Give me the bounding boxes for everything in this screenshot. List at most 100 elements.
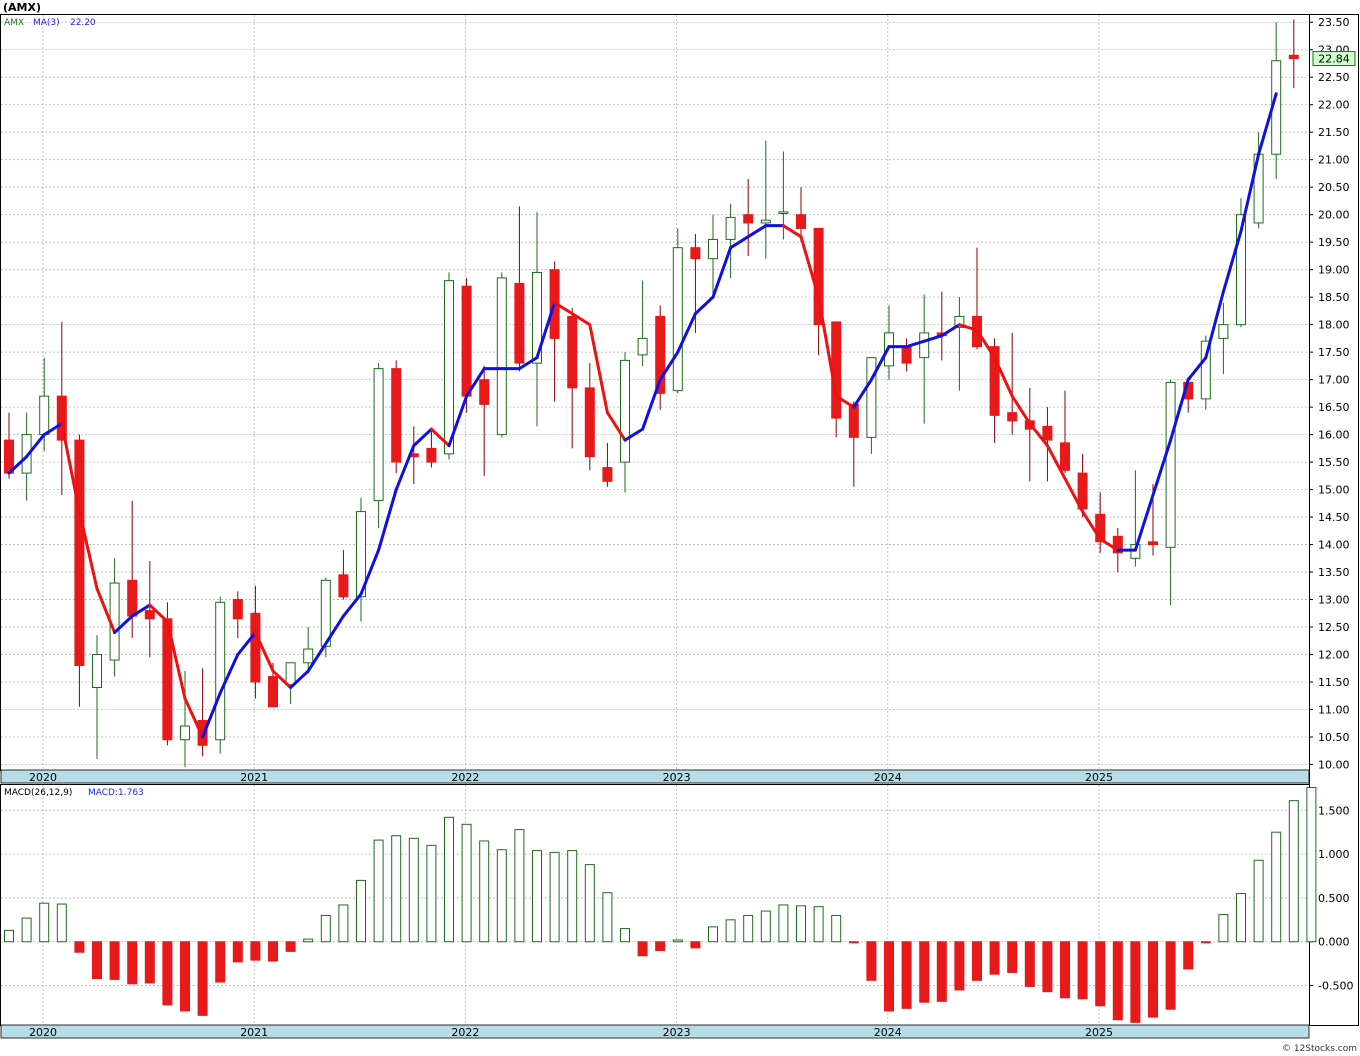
price-tick-label: 15.00 [1318, 484, 1350, 497]
ma3-line-segment [1204, 290, 1225, 360]
macd-bar [725, 919, 736, 943]
macd-bar [1236, 893, 1246, 943]
ma3-line-segment [289, 669, 310, 690]
macd-bar [320, 914, 331, 943]
macd-legend-value: MACD:1.763 [88, 788, 144, 798]
macd-bar [373, 839, 384, 943]
macd-year-label: 2021 [240, 1026, 268, 1039]
price-tick-label: 19.50 [1318, 236, 1350, 249]
price-tick-label: 11.50 [1318, 676, 1350, 689]
macd-bar [1288, 800, 1299, 943]
macd-tick-label: -0.500 [1318, 980, 1353, 993]
candle-body [602, 467, 613, 482]
ma3-line-segment [1010, 394, 1032, 426]
price-tick-label: 10.50 [1318, 731, 1350, 744]
candle-body [285, 662, 296, 686]
ma3-line-segment [113, 614, 134, 635]
macd-bar [901, 941, 912, 1009]
macd-bar [74, 941, 85, 953]
ma3-line-segment [148, 603, 169, 624]
ma3-line-segment [1098, 537, 1120, 552]
ma3-line-segment [359, 548, 381, 596]
macd-bar [884, 941, 894, 1012]
macd-bar [989, 941, 1000, 975]
price-tick-label: 14.00 [1318, 539, 1350, 552]
ma3-line-segment [1081, 510, 1102, 541]
macd-bar [848, 941, 859, 944]
price-year-label: 2021 [240, 771, 268, 784]
ma3-line-segment [1063, 477, 1085, 514]
ma3-line-segment [605, 411, 627, 442]
ma3-line-segment [852, 378, 873, 409]
macd-bar [1024, 941, 1035, 987]
ma3-line-segment [341, 592, 363, 618]
macd-bar [180, 941, 190, 1012]
ma3-line-segment [429, 427, 451, 448]
symbol-title: (AMX) [3, 1, 41, 14]
ma3-line-segment [957, 323, 979, 332]
candle-body [373, 368, 384, 502]
ma3-line-segment [658, 350, 680, 382]
ma3-line-segment [377, 488, 398, 552]
ma3-line-segment [517, 356, 539, 371]
macd-bar [1007, 941, 1018, 973]
macd-bar [514, 829, 525, 943]
candle-body [180, 725, 190, 741]
macd-bar [215, 941, 226, 983]
ma3-line-segment [394, 444, 416, 492]
macd-bar [426, 844, 437, 943]
candle-body [144, 610, 155, 620]
ma3-line-segment [535, 301, 557, 360]
price-tick-label: 13.50 [1318, 566, 1350, 579]
ma3-line-segment [1169, 378, 1190, 442]
candle-body [162, 618, 173, 741]
candle-body [250, 612, 261, 683]
price-tick-label: 20.50 [1318, 181, 1350, 194]
macd-year-label: 2022 [451, 1026, 479, 1039]
macd-bar [1218, 914, 1229, 943]
macd-bar [232, 941, 243, 963]
price-tick-label: 22.50 [1318, 71, 1350, 84]
candle-body [391, 368, 402, 463]
price-tick-label: 15.50 [1318, 456, 1350, 469]
candle-body [1200, 340, 1211, 400]
macd-bar [1130, 941, 1141, 1023]
ma3-line-segment [553, 301, 574, 316]
ma3-line-segment [25, 433, 46, 459]
price-tick-label: 16.00 [1318, 429, 1350, 442]
price-tick-label: 14.50 [1318, 511, 1350, 524]
macd-bar [21, 917, 32, 943]
macd-bar [197, 941, 208, 1016]
ma-legend-label: MA(3) [33, 18, 60, 28]
ma3-line-segment [130, 603, 152, 618]
macd-bar [778, 904, 789, 943]
candle-body [1165, 381, 1176, 548]
ma3-line-segment [324, 614, 345, 646]
candle-body [796, 214, 806, 229]
macd-bar [866, 941, 877, 981]
candle-body [21, 434, 32, 474]
candle-body [1148, 541, 1158, 546]
macd-bar [1253, 859, 1264, 943]
macd-bar [268, 941, 278, 962]
ma3-line-segment [77, 510, 99, 591]
candle-body [637, 337, 648, 356]
candle-body [74, 439, 85, 667]
current-price-badge [1312, 51, 1356, 67]
candle-body [426, 447, 437, 463]
candle-body [496, 277, 507, 436]
ma3-line-segment [799, 235, 821, 299]
macd-bar [356, 879, 366, 943]
macd-bar [408, 837, 419, 943]
current-price-label: 22.84 [1318, 53, 1350, 66]
ma3-line-segment [746, 224, 768, 239]
macd-bar [1112, 941, 1123, 1021]
ma3-line-segment [641, 378, 662, 431]
ma3-line-segment [412, 427, 433, 448]
ma3-line-segment [447, 394, 469, 448]
macd-bar [1271, 831, 1282, 943]
ma3-line-segment [42, 422, 64, 437]
macd-bar [1095, 941, 1106, 1007]
ma3-line-segment [60, 422, 81, 514]
ma3-line-segment [306, 642, 328, 673]
